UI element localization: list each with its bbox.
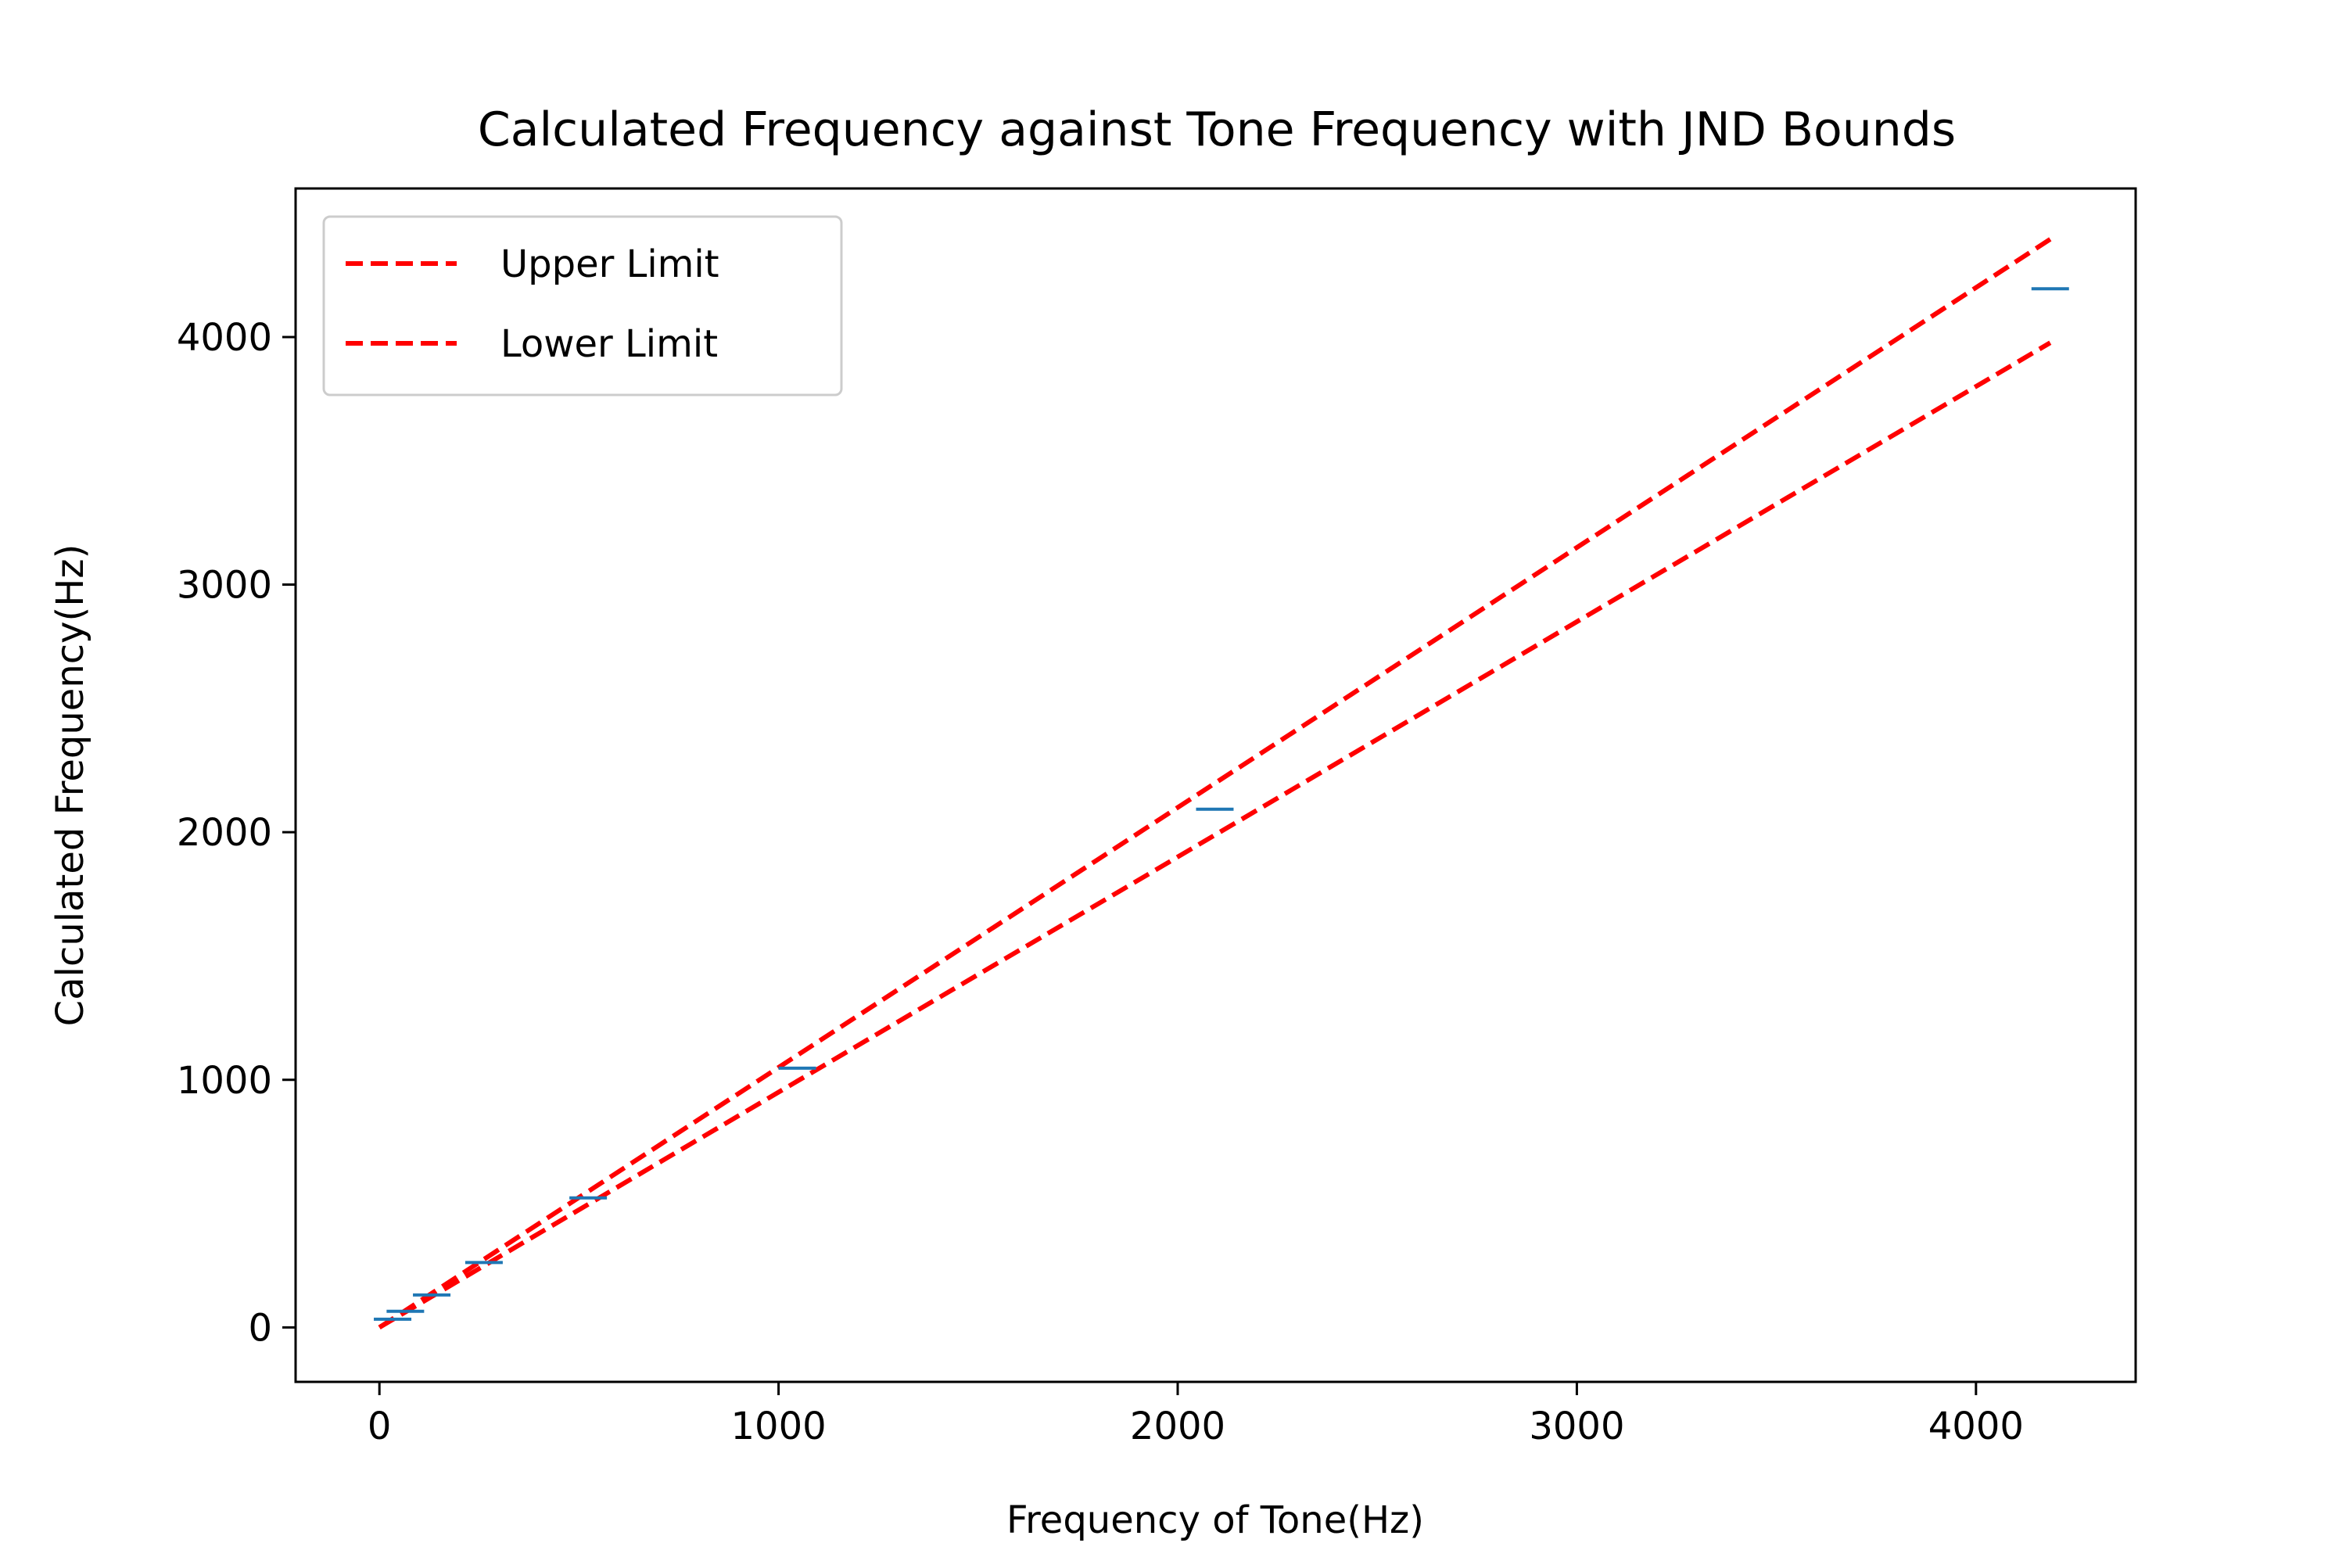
series-line-upper-limit	[378, 237, 2052, 1329]
x-tick-label-2000: 2000	[1130, 1405, 1225, 1448]
y-tick-label-1000: 1000	[177, 1059, 272, 1103]
y-axis-label: Calculated Frequency(Hz)	[48, 544, 92, 1027]
x-tick-label-1000: 1000	[731, 1405, 827, 1448]
legend-label-upper: Upper Limit	[500, 242, 719, 286]
chart-title: Calculated Frequency against Tone Freque…	[478, 102, 1956, 157]
x-tick-label-3000: 3000	[1529, 1405, 1624, 1448]
axes-frame	[294, 187, 2137, 1383]
series-line-lower-limit	[378, 340, 2052, 1329]
y-tick-label-0: 0	[248, 1306, 272, 1350]
legend-label-lower: Lower Limit	[500, 322, 718, 366]
plot-area	[374, 237, 2069, 1329]
axis-ticks: 0 1000 2000 3000 4000 0 1000 2000 3000 4000	[177, 316, 2024, 1448]
x-axis-label: Frequency of Tone(Hz)	[1006, 1498, 1424, 1542]
x-tick-label-4000: 4000	[1928, 1405, 2024, 1448]
legend: Upper Limit Lower Limit	[322, 215, 843, 396]
x-tick-label-0: 0	[368, 1405, 392, 1448]
y-tick-label-4000: 4000	[177, 316, 272, 360]
y-tick-label-3000: 3000	[177, 564, 272, 608]
y-tick-label-2000: 2000	[177, 811, 272, 855]
